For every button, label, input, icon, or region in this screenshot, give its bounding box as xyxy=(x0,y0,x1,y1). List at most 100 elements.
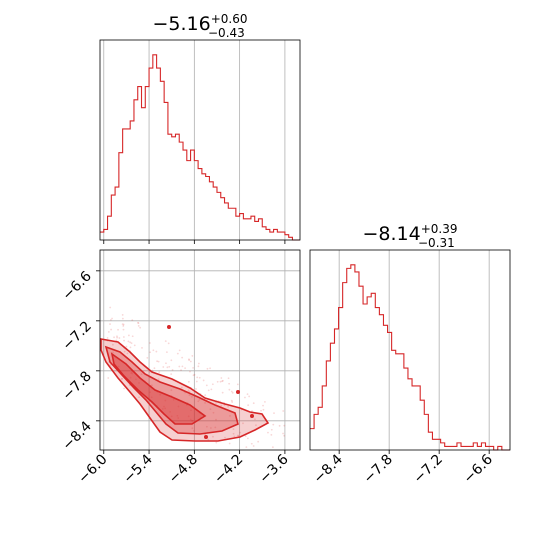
sample-point xyxy=(246,393,249,396)
sample-point xyxy=(211,383,214,386)
sample-point xyxy=(228,442,231,445)
y-tick-label: −7.8 xyxy=(59,368,94,403)
sample-point xyxy=(135,378,137,381)
sample-point xyxy=(220,377,223,379)
joint-panel-frame xyxy=(99,249,301,451)
sample-point xyxy=(181,365,184,368)
sample-point xyxy=(228,388,231,391)
sample-point xyxy=(109,306,112,309)
x-tick-label: −4.2 xyxy=(211,452,246,487)
sample-point xyxy=(216,380,219,383)
sample-point xyxy=(107,377,110,379)
sample-point xyxy=(244,435,247,438)
sample-point xyxy=(122,323,125,326)
sample-point xyxy=(113,336,115,339)
sample-point xyxy=(214,426,217,429)
param-1-histogram xyxy=(100,54,300,241)
sample-point xyxy=(109,364,112,366)
sample-point xyxy=(193,373,196,376)
sample-point xyxy=(188,359,191,362)
param-2-minus: −0.31 xyxy=(418,236,455,250)
sample-point xyxy=(177,405,180,408)
contour-outer xyxy=(100,338,270,442)
sample-point xyxy=(192,429,195,432)
sample-point xyxy=(125,345,128,348)
sample-point xyxy=(282,432,284,435)
sample-point xyxy=(153,367,156,370)
sample-point xyxy=(191,419,194,422)
sample-point xyxy=(178,365,181,368)
sample-point xyxy=(158,371,161,374)
sample-point xyxy=(168,365,171,368)
sample-point xyxy=(244,396,246,399)
sample-point xyxy=(198,398,201,401)
sample-point xyxy=(121,317,124,320)
sample-point xyxy=(233,435,236,438)
sample-point xyxy=(248,395,251,398)
sample-point xyxy=(227,405,230,408)
sample-point xyxy=(127,334,130,337)
sample-point xyxy=(189,360,192,363)
sample-point xyxy=(130,372,132,374)
sample-point xyxy=(272,423,275,426)
sample-point xyxy=(152,349,155,352)
sample-point xyxy=(237,434,240,437)
joint-panel: −6.0 −5.4 −4.8 −4.2 −3.6 −8.4 −7.8 −7.2 −6.6 xyxy=(59,249,301,487)
sample-point xyxy=(242,422,244,425)
sample-point xyxy=(247,404,250,407)
sample-point xyxy=(138,382,140,384)
param-1-median: 5.16 xyxy=(168,13,210,35)
sample-point xyxy=(204,394,207,396)
sample-point xyxy=(252,445,255,447)
sample-point xyxy=(197,400,200,403)
sample-point xyxy=(250,442,253,445)
sample-point xyxy=(212,435,214,438)
sample-point xyxy=(237,434,239,437)
sample-point xyxy=(187,415,190,418)
sample-point xyxy=(189,370,191,373)
sample-point xyxy=(207,389,210,392)
sample-point xyxy=(129,376,132,379)
sample-point xyxy=(127,340,130,343)
sample-point xyxy=(176,414,179,417)
contour-island xyxy=(167,325,171,329)
sample-point xyxy=(146,356,149,359)
sample-point xyxy=(117,328,119,331)
sample-point xyxy=(171,369,174,371)
sample-point xyxy=(192,366,195,369)
sample-point xyxy=(122,325,125,327)
sample-point xyxy=(215,418,217,421)
param-2-title: −8.14+0.39 xyxy=(362,222,457,245)
sample-point xyxy=(229,415,231,417)
sample-point xyxy=(283,424,286,427)
sample-point xyxy=(110,328,113,331)
sample-point xyxy=(161,407,164,410)
y-tick-label: −7.2 xyxy=(59,318,94,353)
sample-point xyxy=(129,341,132,344)
sample-point xyxy=(189,418,192,421)
sample-point xyxy=(210,388,213,391)
sample-point xyxy=(133,344,136,347)
sample-point xyxy=(155,350,158,353)
sample-point xyxy=(184,367,187,370)
sample-point xyxy=(267,431,269,434)
sample-point xyxy=(148,342,151,344)
sample-point xyxy=(165,362,167,365)
sample-point xyxy=(260,409,262,412)
sample-point xyxy=(139,326,142,329)
sample-point xyxy=(215,441,218,444)
sample-point xyxy=(116,335,118,338)
sample-point xyxy=(227,377,230,380)
param-2-histogram xyxy=(310,264,510,451)
sample-point xyxy=(209,408,212,411)
sample-point xyxy=(262,408,265,411)
sample-point xyxy=(196,376,199,379)
sample-point xyxy=(220,404,223,407)
sample-point xyxy=(206,367,209,370)
param-1-plus: +0.60 xyxy=(211,12,248,26)
x-tick-label: −8.4 xyxy=(311,451,346,486)
sample-point xyxy=(167,342,170,345)
sample-point xyxy=(177,417,180,419)
sample-point xyxy=(164,340,167,343)
x-tick-label: −5.4 xyxy=(121,451,156,486)
